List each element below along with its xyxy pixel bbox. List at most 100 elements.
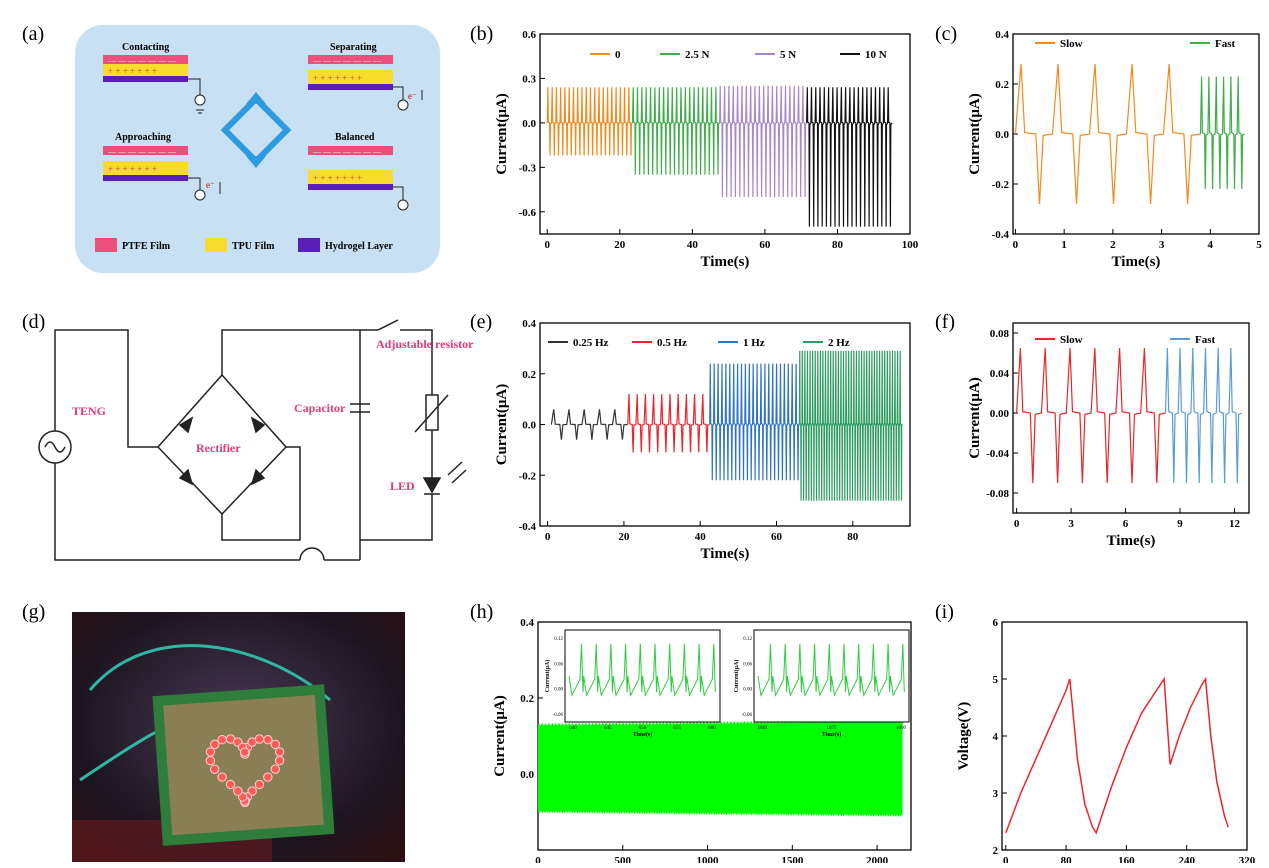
x-tick-label: 6 [1123,518,1129,530]
led-label: LED [390,479,415,493]
tpu-layer [308,70,393,84]
hydrogel-layer [308,184,393,190]
legend-ptfe-label: PTFE Film [122,241,171,252]
y-tick-label: 0.3 [522,73,536,85]
y-tick-label: 0.4 [522,318,536,330]
capacitor-label: Capacitor [294,401,346,415]
series-line [709,363,800,481]
y-axis-title: Current(μA) [494,93,510,175]
series-line [1016,347,1166,484]
y-tick-label: -0.4 [519,521,537,533]
series-line [627,393,710,453]
panel-label-a: (a) [22,23,44,45]
led-dot [274,747,285,757]
y-tick-label: -0.2 [519,470,537,482]
electron-label: e⁻ [206,180,215,190]
heart-led-board-photo [72,612,405,862]
wire [188,78,201,95]
charge-signs: — — — — — — — [107,147,177,156]
sine-wave-icon [44,441,66,453]
led-dot [263,772,273,782]
legend-hydrogel-label: Hydrogel Layer [325,241,393,252]
teng-label: TENG [72,404,106,418]
tpu-layer [103,161,188,175]
x-tick-label: 1 [1061,239,1067,251]
wire [188,177,201,190]
x-tick-label: 0 [1003,855,1009,863]
x-tick-label: 160 [1118,855,1135,863]
inset-y-tick-label: 0.06 [743,662,752,667]
inset-line [757,643,905,697]
y-tick-label: 0.2 [995,79,1009,91]
y-axis-title: Current(μA) [967,377,983,459]
hydrogel-layer [103,175,188,181]
rectifier-label: Rectifier [196,441,241,455]
y-tick-label: -0.04 [986,448,1009,460]
led-dot [263,735,273,745]
plot-frame [1012,322,1250,514]
led-dot [274,755,285,766]
charge-signs: — — — — — — — [107,56,177,65]
electron-label: e⁻ [408,91,417,101]
y-tick-label: -0.4 [992,229,1010,241]
legend-entry: 5 N [780,49,796,61]
ammeter-icon [194,189,206,201]
x-tick-label: 60 [759,239,771,251]
plot-area [550,350,903,501]
legend-swatch-tpu [205,238,227,252]
plot-frame [539,33,911,235]
legend-entry: 1 Hz [743,337,765,349]
inset-x-tick-label: 660 [708,726,716,731]
legend-swatch-ptfe [95,238,117,252]
panel-label-c: (c) [935,23,957,45]
circuit-wire [221,329,378,375]
legend-swatch-hydrogel [298,238,320,252]
diode-icon [178,416,194,434]
led-dot [270,739,280,750]
led-dot [210,739,220,750]
ptfe-layer [103,146,188,155]
diode-icon [178,468,194,486]
y-tick-label: 0.0 [520,769,534,781]
inset-y-axis-title: Current(μA) [733,660,740,693]
inset-y-tick-label: 0.12 [554,637,563,642]
inset-x-axis-title: Time(s) [822,731,842,738]
y-tick-label: 0.4 [520,617,534,629]
inset-y-tick-label: 0.12 [743,637,752,642]
chart-f-speed-current: 0 3 6 9 12 -0.08 -0.04 0.00 0.04 0.08 Time(s) Curre… [967,322,1250,549]
panel-label-e: (e) [470,311,492,333]
wire-photo [79,728,161,782]
circuit-wire [54,447,300,561]
inset-x-tick-label: 645 [604,726,612,731]
tpu-layer [103,64,188,76]
series-line [798,350,903,501]
led-dot [210,764,220,774]
state-approaching-label: Approaching [115,132,171,143]
panel-label-d: (d) [22,311,45,333]
x-axis-title: Time(s) [1112,254,1161,270]
pcb-pad-area [163,694,324,836]
y-tick-label: 0.2 [522,369,536,381]
adjustable-resistor-label: Adjustable resistor [376,337,474,351]
ptfe-layer [103,55,188,64]
y-tick-label: 0.08 [990,328,1010,340]
led-dot [239,747,250,757]
panel-label-h: (h) [470,601,493,623]
legend-entry: 2.5 N [685,49,710,61]
y-tick-label: 0.0 [995,129,1009,141]
diode-icon [250,468,266,486]
x-tick-label: 240 [1178,855,1195,863]
charge-signs: + + + + + + + [313,173,362,183]
led-dot [225,779,236,790]
x-tick-label: 1000 [697,855,720,863]
panel-labels: (a) (b) (c) (d) (e) (f) (g) (h) (i) [22,23,957,623]
inset-x-tick-label: 1675 [827,726,838,731]
heart-led-array [205,734,285,808]
led-dot [270,764,280,774]
led-dot [254,734,265,744]
hydrogel-layer [308,84,393,90]
x-tick-label: 60 [771,531,783,543]
x-tick-label: 320 [1239,855,1256,863]
x-tick-label: 5 [1256,239,1262,251]
y-tick-label: 0.2 [520,693,534,705]
